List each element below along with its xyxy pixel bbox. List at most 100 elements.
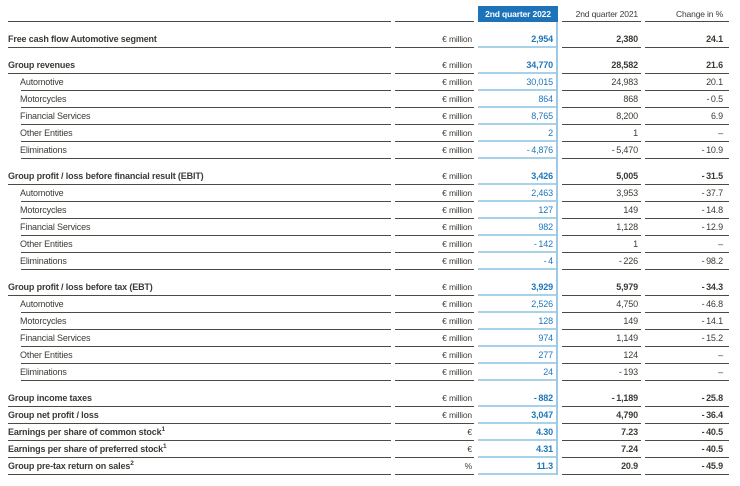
row-label: Motorcycles (8, 91, 391, 108)
column-header-change: Change in % (645, 6, 729, 22)
row-label: Automotive (8, 296, 391, 313)
value-q2-2021: 149 (562, 202, 641, 219)
table-row: Earnings per share of preferred stock1 €… (8, 441, 729, 458)
value-q2-2021: 868 (562, 91, 641, 108)
row-unit: € million (395, 390, 474, 407)
row-label: Group pre-tax return on sales2 (8, 458, 391, 475)
row-label: Group revenues (8, 57, 391, 74)
footnote-marker: 1 (161, 426, 166, 433)
value-q2-2022: 11.3 (478, 458, 558, 475)
value-change: 24.1 (645, 31, 729, 48)
table-row: Automotive € million 2,463 3,953 - 37.7 (8, 185, 729, 202)
value-q2-2022: - 142 (478, 236, 558, 253)
row-label: Eliminations (8, 142, 391, 159)
value-q2-2022: 864 (478, 91, 558, 108)
value-q2-2022: 4.31 (478, 441, 558, 458)
table-row: Group revenues € million 34,770 28,582 2… (8, 57, 729, 74)
row-unit: € million (395, 236, 474, 253)
table-row: Financial Services € million 974 1,149 -… (8, 330, 729, 347)
table-row: Other Entities € million 277 124 – (8, 347, 729, 364)
value-change: - 37.7 (645, 185, 729, 202)
value-q2-2021: 20.9 (562, 458, 641, 475)
row-unit: € million (395, 407, 474, 424)
value-q2-2021: 3,953 (562, 185, 641, 202)
value-q2-2021: 1 (562, 236, 641, 253)
value-q2-2021: 7.24 (562, 441, 641, 458)
q2-2022-column-divider (556, 22, 558, 475)
row-unit: € million (395, 313, 474, 330)
row-unit: € million (395, 108, 474, 125)
value-change: – (645, 364, 729, 381)
value-change: – (645, 236, 729, 253)
footnote-marker: 2 (130, 460, 134, 467)
value-q2-2022: 974 (478, 330, 558, 347)
value-q2-2022: 128 (478, 313, 558, 330)
row-label: Financial Services (8, 219, 391, 236)
table-row: Eliminations € million 24 - 193 – (8, 364, 729, 381)
row-unit: € million (395, 364, 474, 381)
value-change: - 14.1 (645, 313, 729, 330)
value-change: - 31.5 (645, 168, 729, 185)
value-change: 6.9 (645, 108, 729, 125)
table-row: Group pre-tax return on sales2 % 11.3 20… (8, 458, 729, 475)
value-change: - 10.9 (645, 142, 729, 159)
table-row: Other Entities € million - 142 1 – (8, 236, 729, 253)
value-change: - 12.9 (645, 219, 729, 236)
table-row: Financial Services € million 982 1,128 -… (8, 219, 729, 236)
row-label: Financial Services (8, 330, 391, 347)
value-q2-2022: 277 (478, 347, 558, 364)
row-label: Group profit / loss before financial res… (8, 168, 391, 185)
value-q2-2021: 5,979 (562, 279, 641, 296)
value-change: - 40.5 (645, 441, 729, 458)
row-unit: € million (395, 330, 474, 347)
row-label: Group net profit / loss (8, 407, 391, 424)
row-unit: € million (395, 57, 474, 74)
footnote-marker: 1 (163, 443, 167, 450)
value-change: - 36.4 (645, 407, 729, 424)
value-q2-2022: 3,426 (478, 168, 558, 185)
value-q2-2021: - 226 (562, 253, 641, 270)
value-q2-2022: 3,047 (478, 407, 558, 424)
row-label: Automotive (8, 74, 391, 91)
row-unit: € million (395, 31, 474, 48)
row-unit: € million (395, 168, 474, 185)
table-row: Automotive € million 2,526 4,750 - 46.8 (8, 296, 729, 313)
value-q2-2021: 1 (562, 125, 641, 142)
value-q2-2021: 1,149 (562, 330, 641, 347)
row-label: Eliminations (8, 364, 391, 381)
value-q2-2022: 2,526 (478, 296, 558, 313)
value-q2-2021: - 5,470 (562, 142, 641, 159)
value-change: - 14.8 (645, 202, 729, 219)
table-row: Other Entities € million 2 1 – (8, 125, 729, 142)
row-label: Eliminations (8, 253, 391, 270)
value-q2-2022: 2,463 (478, 185, 558, 202)
value-q2-2022: 2,954 (478, 31, 558, 48)
row-label: Automotive (8, 185, 391, 202)
row-label: Other Entities (8, 347, 391, 364)
value-change: - 0.5 (645, 91, 729, 108)
row-unit: € million (395, 296, 474, 313)
row-unit: € million (395, 125, 474, 142)
row-unit: € million (395, 74, 474, 91)
value-q2-2022: - 4,876 (478, 142, 558, 159)
table-row: Automotive € million 30,015 24,983 20.1 (8, 74, 729, 91)
value-change: - 25.8 (645, 390, 729, 407)
row-label: Other Entities (8, 236, 391, 253)
row-unit: € million (395, 91, 474, 108)
row-unit: € million (395, 185, 474, 202)
row-label: Group income taxes (8, 390, 391, 407)
row-label: Earnings per share of common stock1 (8, 424, 391, 441)
value-change: – (645, 347, 729, 364)
table-row: Motorcycles € million 864 868 - 0.5 (8, 91, 729, 108)
row-unit: € million (395, 347, 474, 364)
value-q2-2021: 8,200 (562, 108, 641, 125)
value-q2-2022: - 882 (478, 390, 558, 407)
value-change: - 40.5 (645, 424, 729, 441)
column-header-q2-2022: 2nd quarter 2022 (478, 6, 558, 22)
table-row: Group profit / loss before financial res… (8, 168, 729, 185)
header-label-spacer (8, 6, 391, 22)
financials-table: 2nd quarter 2022 2nd quarter 2021 Change… (8, 6, 729, 475)
table-body: Free cash flow Automotive segment € mill… (8, 31, 729, 475)
row-unit: € million (395, 253, 474, 270)
value-q2-2021: 2,380 (562, 31, 641, 48)
